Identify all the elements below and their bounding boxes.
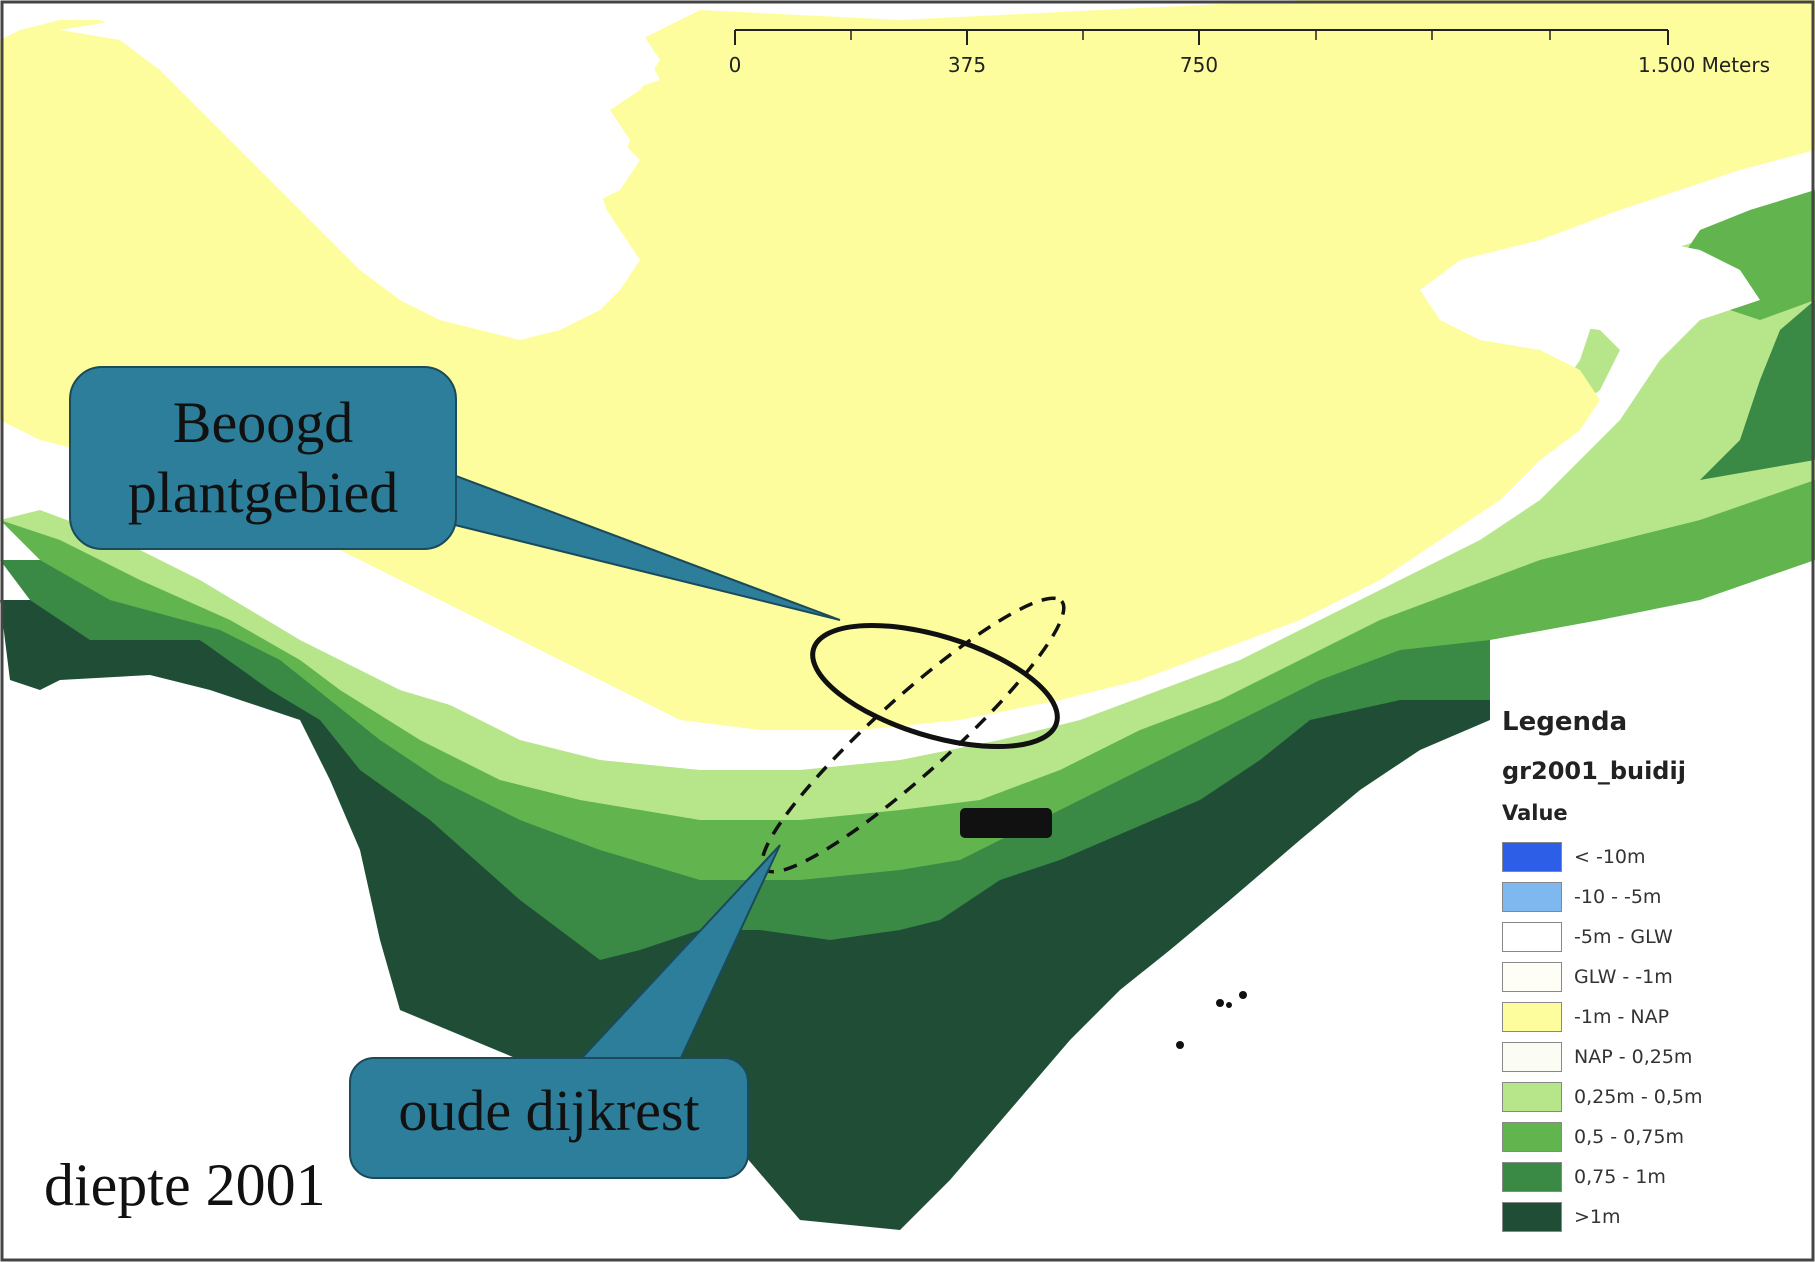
legend-item: NAP - 0,25m (1502, 1037, 1702, 1077)
callout-planting-area: Beoogd plantgebied (69, 366, 841, 621)
legend-items: < -10m -10 - -5m -5m - GLW GLW - -1m -1m - N… (1502, 837, 1702, 1237)
legend-swatch (1502, 1002, 1562, 1032)
scale-label-375: 375 (948, 53, 986, 77)
scale-label-1500: 1.500 Meters (1638, 53, 1770, 77)
legend-swatch (1502, 1082, 1562, 1112)
legend-item-label: NAP - 0,25m (1574, 1046, 1693, 1068)
legend-item: 0,5 - 0,75m (1502, 1117, 1702, 1157)
legend-item: 0,75 - 1m (1502, 1157, 1702, 1197)
callout-box (69, 366, 457, 550)
legend-item: < -10m (1502, 837, 1702, 877)
legend-swatch (1502, 1042, 1562, 1072)
callout-dike-crest: oude dijkrest (349, 844, 781, 1179)
marker-dot (1176, 1041, 1184, 1049)
callout-box (349, 1057, 749, 1179)
legend-item: -5m - GLW (1502, 917, 1702, 957)
legend-item-label: 0,25m - 0,5m (1574, 1086, 1703, 1108)
legend-item: -1m - NAP (1502, 997, 1702, 1037)
legend-item-label: < -10m (1574, 846, 1646, 868)
planting-markers (960, 808, 1247, 1049)
legend-swatch (1502, 962, 1562, 992)
callout-planting-line1: Beoogd (173, 390, 353, 455)
marker-dot (1226, 1002, 1232, 1008)
legend-swatch (1502, 1162, 1562, 1192)
legend-swatch (1502, 1202, 1562, 1232)
legend-title: Legenda (1502, 707, 1628, 737)
scale-label-750: 750 (1180, 53, 1218, 77)
zone-right-edge (1700, 300, 1815, 480)
scale-label-0: 0 (729, 53, 742, 77)
legend-item-label: GLW - -1m (1574, 966, 1673, 988)
planting-area-ellipse (810, 622, 1060, 750)
legend-field-name: Value (1502, 801, 1568, 825)
legend-swatch (1502, 842, 1562, 872)
legend-item: >1m (1502, 1197, 1702, 1237)
zone-yellow (0, 0, 1815, 730)
zone-white-upper (60, 10, 660, 330)
legend-item-label: 0,5 - 0,75m (1574, 1126, 1684, 1148)
legend-swatch (1502, 922, 1562, 952)
legend-item-label: -10 - -5m (1574, 886, 1662, 908)
legend-swatch (1502, 1122, 1562, 1152)
scale-bar: 0 375 750 1.500 Meters (729, 29, 1770, 77)
marker-dot (1216, 999, 1224, 1007)
zone-05-075 (0, 470, 1815, 880)
legend-layer-name: gr2001_buidij (1502, 757, 1686, 785)
legend-item: GLW - -1m (1502, 957, 1702, 997)
marker-dot (1239, 991, 1247, 999)
legend-item-label: >1m (1574, 1206, 1621, 1228)
legend-item-label: 0,75 - 1m (1574, 1166, 1666, 1188)
legend-item: 0,25m - 0,5m (1502, 1077, 1702, 1117)
callout-dike-label: oude dijkrest (398, 1078, 699, 1143)
legend-item-label: -5m - GLW (1574, 926, 1673, 948)
legend-item: -10 - -5m (1502, 877, 1702, 917)
map-title: diepte 2001 (44, 1152, 326, 1218)
marker-block (960, 808, 1052, 838)
callout-planting-line2: plantgebied (128, 460, 399, 525)
legend-swatch (1502, 882, 1562, 912)
legend: Legenda gr2001_buidij Value < -10m -10 - … (1490, 695, 1810, 1240)
zone-white-band (0, 240, 1760, 770)
legend-item-label: -1m - NAP (1574, 1006, 1670, 1028)
